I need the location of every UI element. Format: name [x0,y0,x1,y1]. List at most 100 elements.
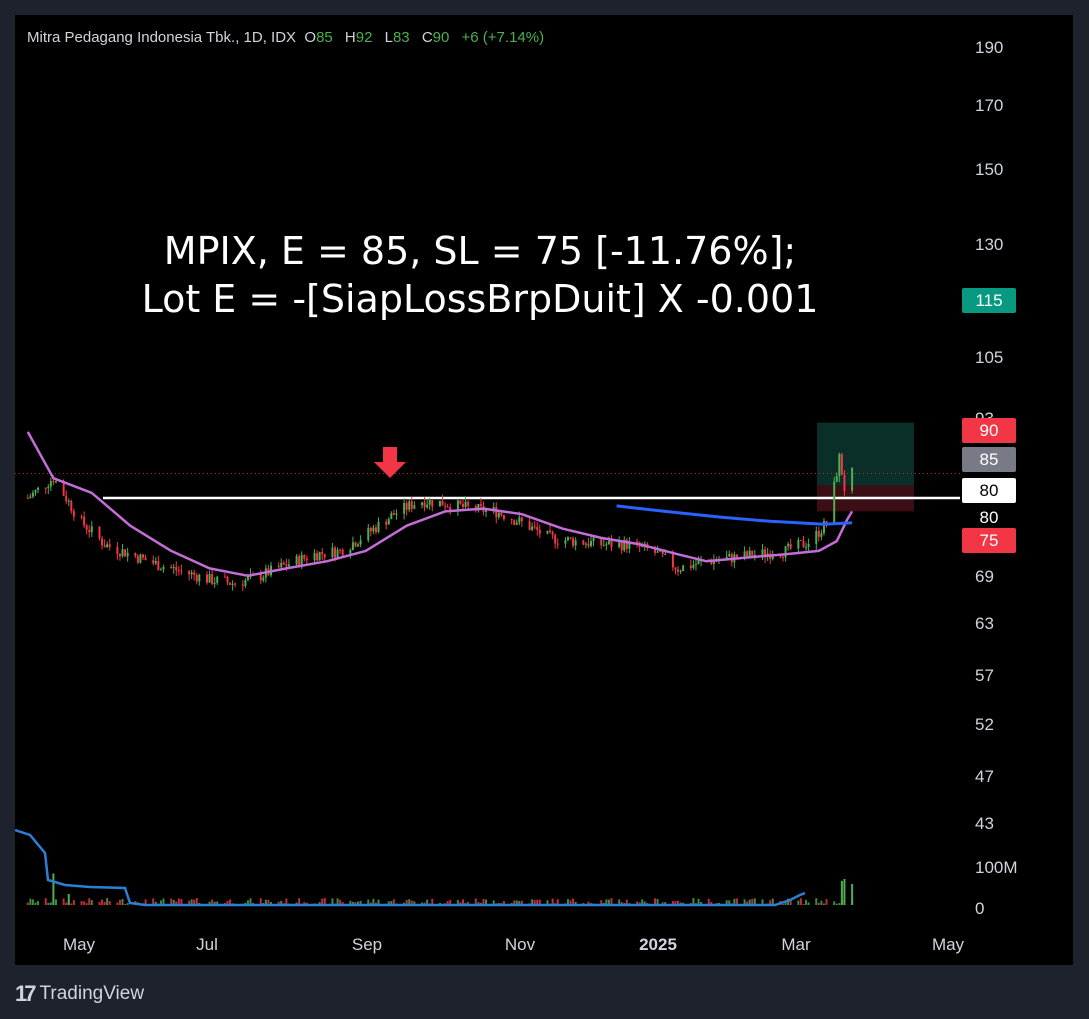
candle-body [313,553,316,561]
volume-bar [485,899,488,905]
volume-bar [331,898,334,905]
volume-bar [520,900,523,905]
candle-body [582,540,585,545]
candle-body [29,496,32,499]
candle-body [654,548,656,553]
candle-body [799,539,802,541]
candle-body [405,502,408,510]
candle-body [689,565,692,568]
volume-bar [784,902,787,905]
candle-body [80,516,83,518]
price-tick-label: 130 [975,235,1004,254]
candle-body [636,541,639,543]
legend-open-value: 85 [316,29,333,46]
candle-body [618,542,621,548]
volume-bar [538,899,541,905]
volume-bar [349,900,352,905]
volume-bar [610,898,613,905]
trade-annotation[interactable]: MPIX, E = 85, SL = 75 [-11.76%]; Lot E =… [15,227,945,323]
volume-bar [799,898,802,905]
candle-body [840,454,843,475]
candle-body [280,562,283,568]
candle-body [90,526,93,533]
volume-tick-label: 0 [975,899,985,918]
price-tick-label: 105 [975,348,1004,367]
volume-bar [390,901,393,905]
candle-body [835,476,838,482]
candle-body [316,553,319,561]
volume-spike [843,879,846,905]
candle-body [625,539,628,549]
candle-body [431,499,434,507]
volume-bar [354,902,357,905]
candle-body [428,499,431,505]
volume-bar [674,901,677,905]
candle-body [157,561,160,571]
volume-bar [180,899,183,905]
price-chart[interactable] [15,15,1073,965]
candle-body [331,547,334,558]
volume-bar [357,901,360,905]
volume-bar [769,900,772,905]
candle-body [213,582,216,584]
candle-body [142,554,144,558]
candle-body [49,481,52,487]
volume-bar [62,898,65,905]
price-tick-label: 52 [975,715,994,734]
candle-body [154,561,157,564]
symbol-legend: Mitra Pedagang Indonesia Tbk., 1D, IDX O… [27,29,544,46]
volume-bar [175,901,178,905]
candle-body [485,509,488,512]
candle-body [426,504,429,508]
legend-close-value: 90 [432,29,450,46]
volume-bar [807,902,810,905]
candle-body [216,576,219,583]
candle-body [410,501,413,509]
volume-bar [264,899,267,905]
candle-body [118,553,121,557]
tradingview-logo-icon: 17 [15,981,37,1006]
volume-bar [820,900,823,905]
candle-body [339,549,342,551]
candle-body [587,543,590,547]
candle-body [510,519,513,521]
volume-bar [661,902,664,905]
candle-body [574,540,577,546]
volume-bar [725,900,728,905]
candle-body [295,556,298,565]
candle-body [584,543,587,545]
volume-bar [106,898,109,905]
volume-bar [822,903,825,905]
candle-body [83,516,86,526]
price-tag: 80 [962,478,1016,503]
volume-bar [838,903,841,905]
candle-body [456,500,459,511]
price-tick-label: 63 [975,614,994,633]
candle-body [761,549,764,555]
volume-bar [303,902,306,905]
chart-frame[interactable]: Mitra Pedagang Indonesia Tbk., 1D, IDX O… [15,15,1073,965]
candle-body [513,520,516,525]
candle-body [229,582,232,585]
volume-bar [710,902,713,905]
candle-body [664,553,667,555]
volume-bar [44,898,47,905]
candle-body [321,552,324,555]
volume-bar [789,900,792,905]
volume-bar [369,902,372,905]
volume-bar [98,901,101,905]
candle-body [121,549,124,557]
volume-bar [618,899,621,905]
candle-body [357,544,360,547]
candle-body [139,554,142,563]
volume-bar [47,902,50,905]
red-arrow-icon [374,447,406,478]
volume-bar [387,901,390,905]
volume-bar [70,903,73,905]
volume-bar [728,900,731,905]
candle-body [318,552,321,561]
candle-body [336,549,339,558]
target-zone [817,422,914,486]
legend-change: +6 (+7.14%) [461,29,545,46]
price-tick-label: 47 [975,767,994,786]
